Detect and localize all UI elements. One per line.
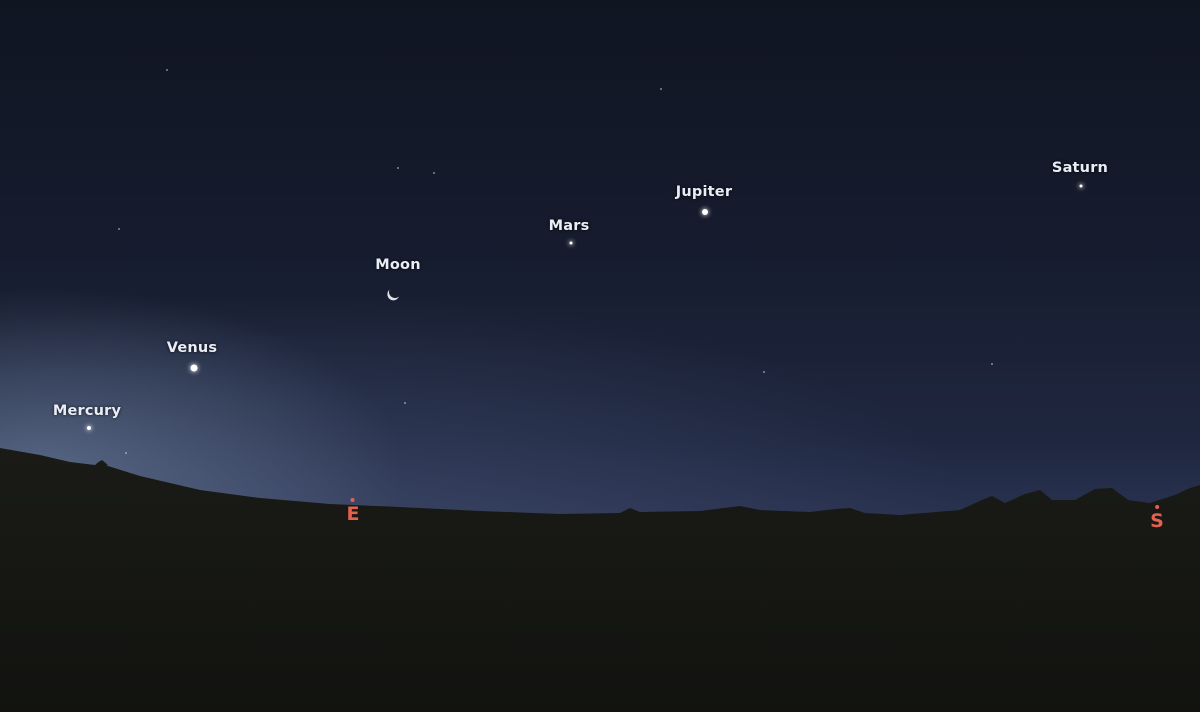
compass-south-label: S bbox=[1150, 510, 1164, 532]
compass-east-label: E bbox=[346, 503, 360, 525]
planet-label-mars: Mars bbox=[548, 218, 590, 234]
planet-label-jupiter: Jupiter bbox=[675, 184, 733, 200]
planet-saturn bbox=[1079, 184, 1083, 188]
star bbox=[763, 371, 765, 373]
planet-label-venus: Venus bbox=[166, 340, 218, 356]
planet-mercury bbox=[87, 426, 91, 430]
planet-venus bbox=[190, 364, 198, 372]
planet-label-mercury: Mercury bbox=[52, 403, 122, 419]
star bbox=[166, 69, 168, 71]
compass-south-marker: S bbox=[1150, 505, 1164, 532]
star bbox=[118, 228, 120, 230]
planet-label-saturn: Saturn bbox=[1051, 160, 1109, 176]
star bbox=[660, 88, 662, 90]
compass-east-marker: E bbox=[346, 498, 360, 525]
planet-jupiter bbox=[702, 209, 708, 215]
planet-mars bbox=[569, 241, 573, 245]
compass-tick-icon bbox=[350, 498, 355, 502]
compass-tick-icon bbox=[1155, 505, 1159, 509]
star bbox=[125, 452, 127, 454]
star bbox=[404, 402, 406, 404]
star bbox=[991, 363, 993, 365]
planet-label-moon: Moon bbox=[375, 257, 421, 273]
star bbox=[397, 167, 399, 169]
star bbox=[433, 172, 435, 174]
